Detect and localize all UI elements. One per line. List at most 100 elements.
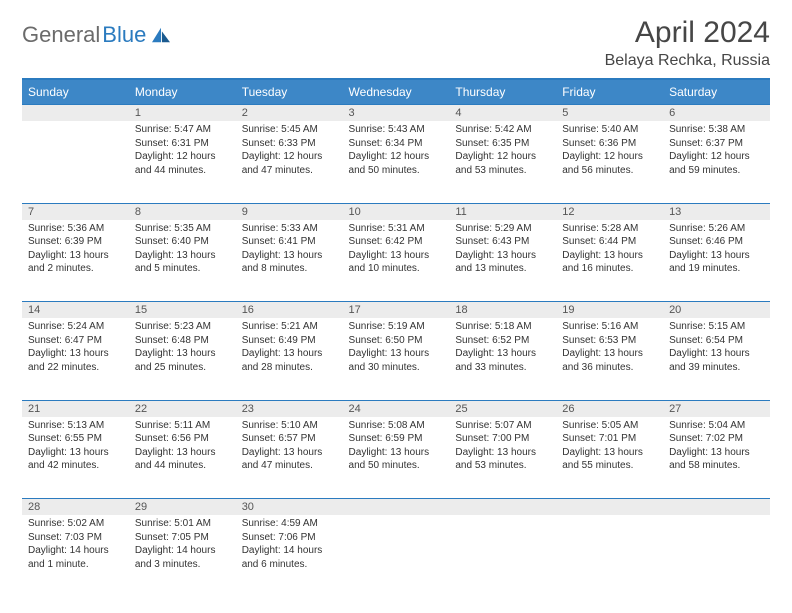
- daylight-line: Daylight: 13 hours and 5 minutes.: [135, 249, 230, 276]
- daylight-line: Daylight: 13 hours and 28 minutes.: [242, 347, 337, 374]
- day-number-cell: 28: [22, 499, 129, 516]
- daylight-line: Daylight: 13 hours and 50 minutes.: [349, 446, 444, 473]
- day-cell: Sunrise: 5:38 AMSunset: 6:37 PMDaylight:…: [663, 121, 770, 203]
- day-cell: Sunrise: 5:07 AMSunset: 7:00 PMDaylight:…: [449, 417, 556, 499]
- daylight-line: Daylight: 14 hours and 6 minutes.: [242, 544, 337, 571]
- day-number-cell: 5: [556, 105, 663, 122]
- sunset-line: Sunset: 6:35 PM: [455, 137, 550, 151]
- sunrise-line: Sunrise: 5:38 AM: [669, 123, 764, 137]
- sunset-line: Sunset: 6:47 PM: [28, 334, 123, 348]
- sunrise-line: Sunrise: 5:21 AM: [242, 320, 337, 334]
- day-number-cell: 13: [663, 203, 770, 220]
- sunset-line: Sunset: 6:37 PM: [669, 137, 764, 151]
- logo-text-general: General: [22, 22, 100, 48]
- sunset-line: Sunset: 6:55 PM: [28, 432, 123, 446]
- day-number-cell: 26: [556, 400, 663, 417]
- daylight-line: Daylight: 13 hours and 58 minutes.: [669, 446, 764, 473]
- day-number-cell: 16: [236, 302, 343, 319]
- daylight-line: Daylight: 14 hours and 1 minute.: [28, 544, 123, 571]
- sunrise-line: Sunrise: 5:31 AM: [349, 222, 444, 236]
- logo-sail-icon: [150, 26, 172, 44]
- day-number-cell: [22, 105, 129, 122]
- sunset-line: Sunset: 6:46 PM: [669, 235, 764, 249]
- day-cell: Sunrise: 5:02 AMSunset: 7:03 PMDaylight:…: [22, 515, 129, 597]
- sunrise-line: Sunrise: 5:07 AM: [455, 419, 550, 433]
- day-number-cell: 10: [343, 203, 450, 220]
- sunset-line: Sunset: 6:42 PM: [349, 235, 444, 249]
- sunrise-line: Sunrise: 5:02 AM: [28, 517, 123, 531]
- day-cell: [556, 515, 663, 597]
- sunrise-line: Sunrise: 5:19 AM: [349, 320, 444, 334]
- day-cell: Sunrise: 5:23 AMSunset: 6:48 PMDaylight:…: [129, 318, 236, 400]
- day-number-cell: [449, 499, 556, 516]
- daylight-line: Daylight: 12 hours and 59 minutes.: [669, 150, 764, 177]
- day-cell: Sunrise: 5:33 AMSunset: 6:41 PMDaylight:…: [236, 220, 343, 302]
- day-cell: Sunrise: 4:59 AMSunset: 7:06 PMDaylight:…: [236, 515, 343, 597]
- sunrise-line: Sunrise: 5:11 AM: [135, 419, 230, 433]
- daylight-line: Daylight: 13 hours and 8 minutes.: [242, 249, 337, 276]
- daylight-line: Daylight: 13 hours and 13 minutes.: [455, 249, 550, 276]
- daylight-line: Daylight: 13 hours and 22 minutes.: [28, 347, 123, 374]
- day-cell: Sunrise: 5:35 AMSunset: 6:40 PMDaylight:…: [129, 220, 236, 302]
- daylight-line: Daylight: 13 hours and 39 minutes.: [669, 347, 764, 374]
- daylight-line: Daylight: 12 hours and 56 minutes.: [562, 150, 657, 177]
- day-number-cell: 12: [556, 203, 663, 220]
- daylight-line: Daylight: 12 hours and 53 minutes.: [455, 150, 550, 177]
- month-title: April 2024: [605, 16, 770, 50]
- day-cell: Sunrise: 5:13 AMSunset: 6:55 PMDaylight:…: [22, 417, 129, 499]
- sunset-line: Sunset: 6:39 PM: [28, 235, 123, 249]
- location: Belaya Rechka, Russia: [605, 52, 770, 70]
- day-number-cell: [343, 499, 450, 516]
- sunrise-line: Sunrise: 5:36 AM: [28, 222, 123, 236]
- sunrise-line: Sunrise: 5:45 AM: [242, 123, 337, 137]
- day-number-cell: 19: [556, 302, 663, 319]
- daylight-line: Daylight: 13 hours and 33 minutes.: [455, 347, 550, 374]
- day-cell: Sunrise: 5:18 AMSunset: 6:52 PMDaylight:…: [449, 318, 556, 400]
- day-number-cell: 17: [343, 302, 450, 319]
- day-cell: Sunrise: 5:10 AMSunset: 6:57 PMDaylight:…: [236, 417, 343, 499]
- day-cell: Sunrise: 5:15 AMSunset: 6:54 PMDaylight:…: [663, 318, 770, 400]
- sunrise-line: Sunrise: 5:28 AM: [562, 222, 657, 236]
- day-number-cell: 27: [663, 400, 770, 417]
- sunset-line: Sunset: 7:02 PM: [669, 432, 764, 446]
- day-number-cell: 4: [449, 105, 556, 122]
- sunrise-line: Sunrise: 5:16 AM: [562, 320, 657, 334]
- day-number-cell: [556, 499, 663, 516]
- sunrise-line: Sunrise: 5:47 AM: [135, 123, 230, 137]
- sunset-line: Sunset: 6:43 PM: [455, 235, 550, 249]
- day-number-cell: 6: [663, 105, 770, 122]
- sunset-line: Sunset: 6:41 PM: [242, 235, 337, 249]
- day-header: Monday: [129, 80, 236, 105]
- day-number-cell: 14: [22, 302, 129, 319]
- day-cell: Sunrise: 5:45 AMSunset: 6:33 PMDaylight:…: [236, 121, 343, 203]
- day-number-cell: 9: [236, 203, 343, 220]
- sunrise-line: Sunrise: 5:23 AM: [135, 320, 230, 334]
- sunrise-line: Sunrise: 5:05 AM: [562, 419, 657, 433]
- day-number-cell: 29: [129, 499, 236, 516]
- day-number-cell: 15: [129, 302, 236, 319]
- day-cell: Sunrise: 5:36 AMSunset: 6:39 PMDaylight:…: [22, 220, 129, 302]
- day-number-cell: 8: [129, 203, 236, 220]
- day-cell: [343, 515, 450, 597]
- sunrise-line: Sunrise: 5:01 AM: [135, 517, 230, 531]
- sunrise-line: Sunrise: 5:04 AM: [669, 419, 764, 433]
- sunset-line: Sunset: 6:31 PM: [135, 137, 230, 151]
- sunset-line: Sunset: 7:06 PM: [242, 531, 337, 545]
- day-number-cell: 11: [449, 203, 556, 220]
- day-number-cell: 23: [236, 400, 343, 417]
- day-number-cell: 22: [129, 400, 236, 417]
- sunrise-line: Sunrise: 5:26 AM: [669, 222, 764, 236]
- day-cell: Sunrise: 5:01 AMSunset: 7:05 PMDaylight:…: [129, 515, 236, 597]
- sunrise-line: Sunrise: 5:08 AM: [349, 419, 444, 433]
- logo: General Blue: [22, 22, 172, 48]
- sunset-line: Sunset: 6:57 PM: [242, 432, 337, 446]
- sunrise-line: Sunrise: 5:33 AM: [242, 222, 337, 236]
- sunset-line: Sunset: 6:56 PM: [135, 432, 230, 446]
- sunset-line: Sunset: 6:36 PM: [562, 137, 657, 151]
- day-cell: Sunrise: 5:21 AMSunset: 6:49 PMDaylight:…: [236, 318, 343, 400]
- day-cell: Sunrise: 5:42 AMSunset: 6:35 PMDaylight:…: [449, 121, 556, 203]
- daylight-line: Daylight: 12 hours and 50 minutes.: [349, 150, 444, 177]
- sunrise-line: Sunrise: 5:42 AM: [455, 123, 550, 137]
- day-cell: [22, 121, 129, 203]
- day-cell: Sunrise: 5:24 AMSunset: 6:47 PMDaylight:…: [22, 318, 129, 400]
